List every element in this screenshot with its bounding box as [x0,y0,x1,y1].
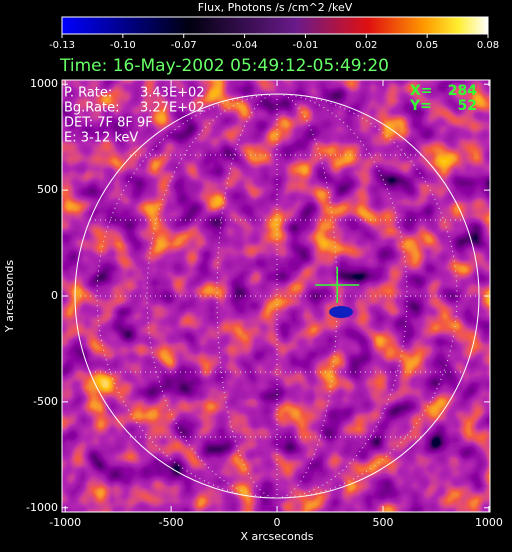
cursor-x-label: X= [410,83,433,99]
colorbar-tick-label: 0.05 [416,40,438,51]
x-tick-label: -500 [159,516,184,529]
x-axis-label: X arcseconds [240,530,313,543]
colorbar-tick-label: -0.13 [49,40,75,51]
colorbar-tick-label: -0.07 [171,40,197,51]
colorbar-tick-label: -0.10 [110,40,136,51]
colorbar-tick-label: -0.04 [232,40,258,51]
y-tick-label: 0 [51,289,58,302]
chart-title: Time: 16-May-2002 05:49:12-05:49:20 [59,56,389,76]
cursor-y-label: Y= [409,98,432,114]
y-tick-label: 500 [37,183,58,196]
y-tick-label: 1000 [30,77,58,90]
y-axis-label: Y arcseconds [3,260,16,334]
cursor-y: 52 [458,98,477,114]
cursor-marker [315,266,360,303]
rate-label: Bg.Rate: [64,101,120,116]
detectors: DET: 7F 8F 9F [64,116,153,131]
x-tick-label: 0 [274,516,281,529]
y-tick-label: -1000 [26,501,58,514]
colorbar-tick-label: 0.08 [477,40,499,51]
blue-feature [329,306,353,318]
energy-range: E: 3-12 keV [64,131,138,146]
colorbar [61,16,489,35]
x-tick-label: 500 [373,516,394,529]
colorbar-tick-label: 0.02 [355,40,377,51]
x-tick-label: -1000 [49,516,81,529]
rate-value: 3.43E+02 [140,86,205,101]
colorbar-label: Flux, Photons /s /cm^2 /keV [198,1,353,14]
rate-label: P. Rate: [64,86,112,101]
cursor-x: 284 [448,83,477,99]
colorbar-tick-label: -0.01 [292,40,318,51]
y-tick-label: -500 [33,395,58,408]
rate-value: 3.27E+02 [140,101,205,116]
x-tick-label: 1000 [475,516,503,529]
